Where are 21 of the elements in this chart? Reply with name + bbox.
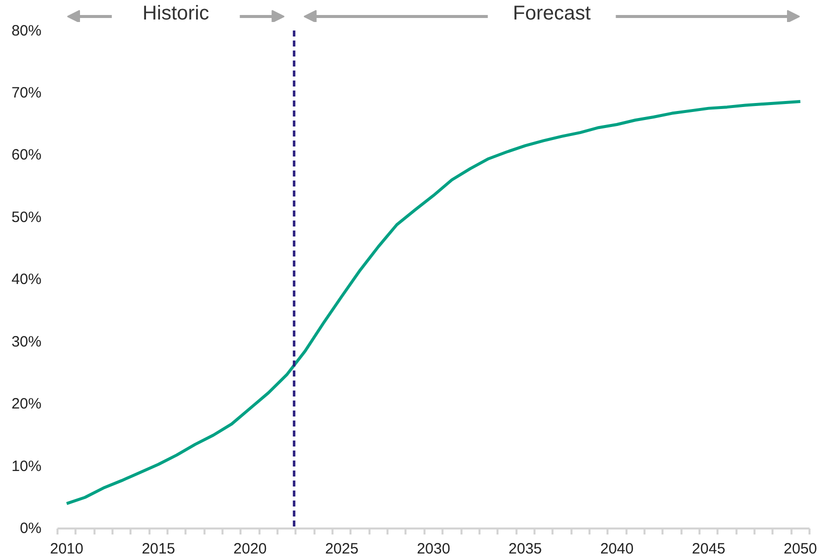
- y-tick-label: 10%: [11, 458, 42, 475]
- x-tick-label: 2050: [784, 540, 818, 558]
- y-tick-label: 20%: [11, 396, 42, 412]
- y-tick-label: 80%: [11, 22, 42, 40]
- x-tick-label: 2025: [325, 540, 358, 558]
- line-series: [65, 100, 802, 506]
- y-tick-label: 60%: [11, 146, 42, 164]
- text: Forecast: [512, 2, 592, 24]
- x-tick-label: 2015: [142, 540, 176, 558]
- x-tick-label: 2030: [416, 540, 450, 558]
- x-tick-label: 2035: [508, 540, 542, 558]
- x-tick-label: 2045: [692, 540, 726, 558]
- y-tick-label: 40%: [11, 271, 42, 288]
- text: Historic: [142, 2, 210, 24]
- y-tick-label: 50%: [11, 208, 42, 226]
- x-tick-label: 2010: [50, 540, 84, 558]
- y-tick-label: 0%: [20, 520, 42, 537]
- y-tick-label: 70%: [11, 84, 42, 102]
- y-tick-label: 30%: [11, 333, 42, 350]
- x-tick-label: 2020: [233, 540, 267, 558]
- x-tick-label: 2040: [600, 540, 634, 558]
